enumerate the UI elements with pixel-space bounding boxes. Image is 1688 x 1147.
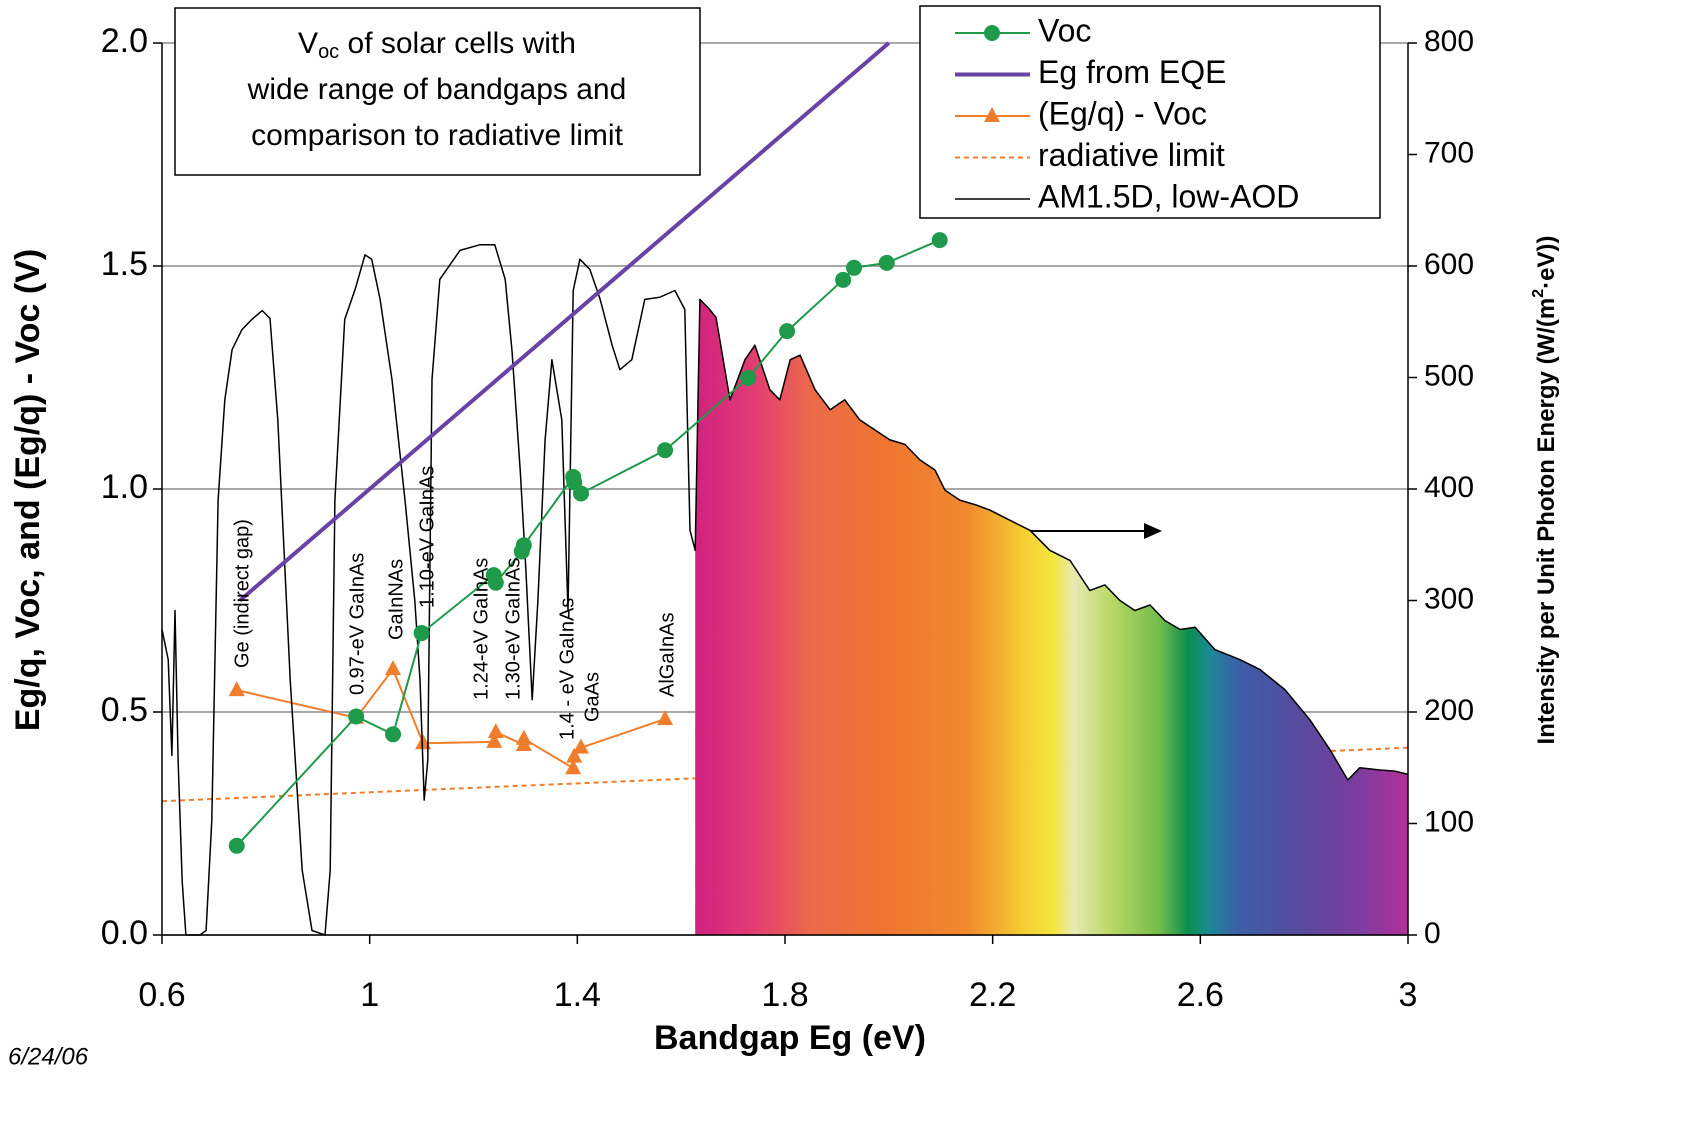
chart-title: Voc of solar cells with wide range of ban…: [247, 27, 627, 152]
point: [572, 485, 589, 502]
annotation: AlGaInAs: [656, 613, 678, 697]
point: [835, 271, 852, 288]
legend-marker: [984, 107, 1000, 122]
title-part: of solar cells with: [339, 27, 576, 60]
point: [228, 837, 245, 854]
point: [657, 442, 674, 459]
spectrum-fill: [695, 299, 1408, 935]
y2-tick-label: 600: [1424, 248, 1474, 281]
annotation: Ge (indirect gap): [231, 519, 253, 668]
point: [487, 574, 504, 591]
point: [931, 232, 948, 249]
y2-title-part: Intensity per Unit Photon Energy (W/(m: [1533, 298, 1560, 745]
x-tick-label: 2.6: [1177, 976, 1224, 1014]
legend-label: radiative limit: [1038, 137, 1225, 173]
annotation: GaAs: [581, 672, 603, 722]
point: [415, 734, 432, 750]
annotation: 1.4 - eV GaInAs: [556, 598, 578, 740]
title-part: wide range of bandgaps and: [247, 73, 627, 106]
point: [565, 759, 582, 775]
y2-title-part: 2: [1530, 289, 1547, 298]
annotation: 1.10-eV GaInAs: [416, 466, 438, 608]
x-tick-label: 1.8: [761, 976, 808, 1014]
point: [348, 708, 365, 725]
x-tick-label: 1: [360, 976, 379, 1014]
point: [385, 726, 402, 743]
point: [572, 738, 589, 754]
y-tick-label: 1.5: [101, 245, 148, 283]
point: [779, 323, 796, 340]
annotation: 0.97-eV GaInAs: [346, 553, 368, 695]
y2-tick-label: 300: [1424, 582, 1474, 615]
title-part: oc: [318, 41, 339, 63]
x-tick-label: 2.2: [969, 976, 1016, 1014]
legend-label: (Eg/q) - Voc: [1038, 95, 1207, 131]
date-label: 6/24/06: [8, 1043, 89, 1070]
legend-box: [919, 5, 1381, 219]
y2-tick-label: 800: [1424, 25, 1474, 58]
title-part: V: [298, 27, 318, 60]
title-part: comparison to radiative limit: [251, 119, 623, 152]
y-axis-title: Eg/q, Voc, and (Eg/q) - Voc (V): [9, 249, 47, 731]
annotation: 1.30-eV GaInAs: [502, 558, 524, 700]
point: [385, 660, 402, 676]
point: [846, 259, 863, 276]
y2-tick-label: 200: [1424, 694, 1474, 727]
y2-tick-label: 400: [1424, 471, 1474, 504]
legend-label: AM1.5D, low-AOD: [1038, 178, 1299, 214]
point: [486, 732, 503, 748]
y2-tick-label: 0: [1424, 917, 1441, 950]
y-tick-label: 0.5: [101, 691, 148, 729]
y-tick-label: 0.0: [101, 914, 148, 952]
x-tick-label: 1.4: [554, 976, 601, 1014]
legend: Voc Eg from EQE (Eg/q) - Voc radiative limi…: [955, 12, 1299, 214]
y2-tick-label: 500: [1424, 359, 1474, 392]
point: [228, 681, 245, 697]
x-axis-title: Bandgap Eg (eV): [654, 1019, 926, 1057]
legend-marker: [984, 25, 1000, 41]
y2-axis-title: Intensity per Unit Photon Energy (W/(m2·…: [1530, 236, 1560, 745]
point: [515, 537, 532, 554]
point: [566, 747, 583, 763]
axis-arrow-head: [1144, 523, 1162, 539]
point: [657, 710, 674, 726]
title-box: [174, 7, 701, 176]
y-tick-label: 1.0: [101, 468, 148, 506]
point: [413, 625, 430, 642]
x-tick-label: 3: [1399, 976, 1418, 1014]
point: [878, 254, 895, 271]
annotation: GaInNAs: [385, 559, 407, 640]
point: [515, 729, 532, 745]
y2-tick-label: 100: [1424, 805, 1474, 838]
point: [487, 723, 504, 739]
axes: 0.0 0.5 1.0 1.5 2.0 0 100 200 300 400 500 600 700 800…: [101, 22, 1474, 1014]
series-line: [238, 41, 891, 603]
plot-data: Ge (indirect gap) 0.97-eV GaInAs GaInNAs 1.…: [161, 41, 1409, 936]
y2-tick-label: 700: [1424, 136, 1474, 169]
point: [740, 369, 757, 386]
legend-label: Voc: [1038, 12, 1091, 48]
legend-label: Eg from EQE: [1038, 54, 1227, 90]
y-tick-label: 2.0: [101, 22, 148, 60]
y2-title-part: ·eV)): [1533, 236, 1560, 289]
annotation: 1.24-eV GaInAs: [470, 558, 492, 700]
series-line: [161, 244, 1409, 936]
x-tick-label: 0.6: [138, 976, 185, 1014]
